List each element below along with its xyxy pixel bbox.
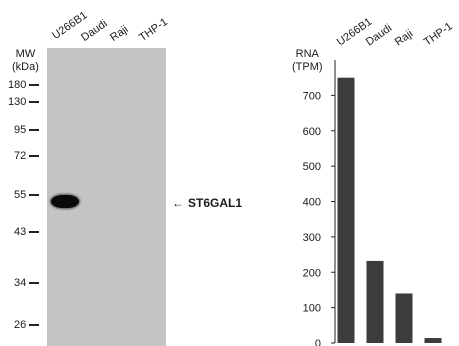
marker-55: 55: [14, 189, 40, 201]
category-label: Daudi: [364, 22, 394, 48]
lane-label-thp1: THP-1: [137, 15, 171, 44]
y-tick-label: 0: [315, 338, 321, 346]
category-label: Raji: [393, 28, 415, 49]
lane-label-raji: Raji: [108, 23, 131, 44]
protein-band-u266b1: [51, 195, 79, 208]
mw-unit: (kDa): [12, 61, 39, 73]
marker-95: 95: [14, 124, 40, 136]
target-annotation: ← ST6GAL1: [172, 196, 242, 210]
category-label: THP-1: [422, 20, 455, 48]
y-tick-label: 400: [303, 197, 321, 209]
bar-daudi: [366, 260, 384, 343]
marker-34: 34: [14, 277, 40, 289]
bar-raji: [395, 293, 413, 343]
y-tick-label: 600: [303, 126, 321, 138]
rna-title-line1: RNA: [295, 48, 319, 60]
y-tick-label: 200: [303, 267, 321, 279]
y-tick-label: 300: [303, 232, 321, 244]
left-arrow-icon: ←: [172, 196, 184, 210]
rna-title-line2: (TPM): [292, 61, 323, 73]
y-tick-label: 700: [303, 90, 321, 102]
y-tick-label: 500: [303, 161, 321, 173]
marker-180: 180: [8, 79, 40, 91]
rna-axis-title: RNA (TPM): [292, 48, 323, 74]
mw-label: MW: [15, 48, 36, 60]
y-tick-label: 100: [303, 303, 321, 315]
bar-u266b1: [337, 77, 355, 343]
target-label: ST6GAL1: [188, 196, 243, 210]
marker-130: 130: [8, 96, 40, 108]
marker-72: 72: [14, 150, 40, 162]
bar-thp-1: [424, 338, 442, 343]
marker-43: 43: [14, 226, 40, 238]
category-label: U266B1: [335, 16, 374, 49]
mw-title: MW (kDa): [12, 48, 39, 74]
marker-26: 26: [14, 319, 40, 331]
blot-membrane: [47, 48, 166, 346]
